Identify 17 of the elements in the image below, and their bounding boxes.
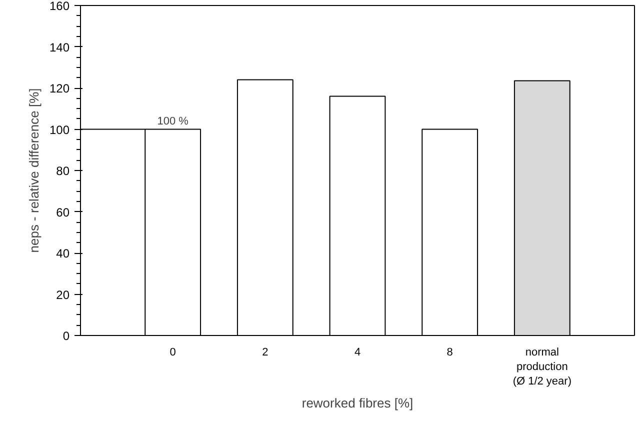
y-axis-title: neps - relative difference [%] — [26, 88, 42, 253]
x-axis-title: reworked fibres [%] — [302, 395, 414, 410]
y-tick-label: 120 — [49, 82, 70, 96]
y-tick-label: 160 — [49, 0, 70, 13]
y-tick-label: 40 — [56, 246, 70, 260]
y-tick-label: 140 — [49, 40, 70, 54]
y-tick-label: 20 — [56, 288, 70, 302]
x-tick-label: 0 — [170, 346, 176, 358]
y-tick-label: 80 — [56, 164, 70, 178]
x-tick-label: 8 — [446, 346, 453, 358]
x-tick-label: 2 — [262, 346, 268, 358]
annotation: 100 % — [157, 115, 189, 128]
y-tick-label: 60 — [56, 205, 70, 220]
y-tick-label: 100 — [49, 122, 70, 137]
y-tick-label: 0 — [62, 329, 70, 343]
x-tick-label: 4 — [354, 346, 361, 358]
x-tick-label: normal production (Ø 1/2 year) — [512, 346, 572, 388]
